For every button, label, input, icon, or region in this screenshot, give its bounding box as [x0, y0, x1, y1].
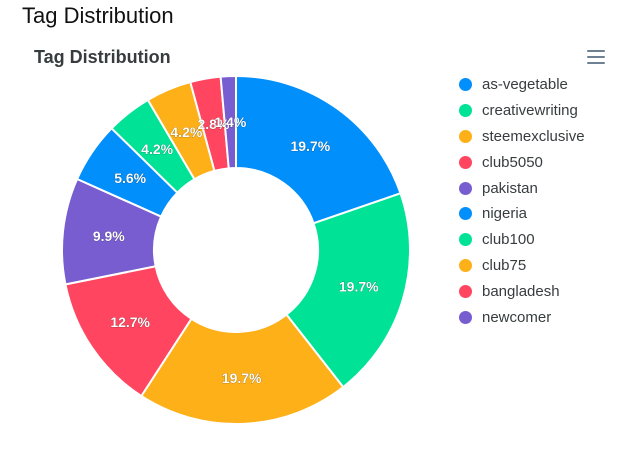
legend-label: as-vegetable	[482, 76, 568, 94]
legend-item-pakistan[interactable]: pakistan	[459, 175, 585, 201]
legend-item-club5050[interactable]: club5050	[459, 149, 585, 175]
page-title: Tag Distribution	[22, 3, 174, 28]
data-label-bangladesh: 2.8%	[198, 116, 230, 132]
menu-bar	[587, 62, 605, 64]
legend-marker	[459, 284, 472, 298]
data-label-pakistan: 9.9%	[93, 228, 125, 244]
legend-item-club75[interactable]: club75	[459, 253, 585, 279]
legend-label: club5050	[482, 153, 543, 171]
data-label-club75: 4.2%	[170, 124, 202, 140]
menu-bar	[587, 56, 605, 58]
menu-bar	[587, 50, 605, 52]
legend-item-newcomer[interactable]: newcomer	[459, 304, 585, 330]
donut-slice-creativewriting[interactable]	[285, 192, 411, 389]
legend-marker	[459, 181, 472, 195]
legend-label: creativewriting	[482, 102, 578, 120]
legend-label: bangladesh	[482, 282, 560, 300]
donut-slice-steemexclusive[interactable]	[139, 313, 345, 425]
legend-item-nigeria[interactable]: nigeria	[459, 201, 585, 227]
data-label-steemexclusive: 19.7%	[222, 370, 262, 386]
legend-label: steemexclusive	[482, 127, 585, 145]
legend-marker	[459, 155, 472, 169]
legend-marker	[459, 129, 472, 143]
hamburger-menu-icon[interactable]	[584, 46, 608, 68]
legend-label: nigeria	[482, 205, 528, 223]
legend-marker	[459, 310, 472, 324]
legend-item-steemexclusive[interactable]: steemexclusive	[459, 124, 585, 150]
data-label-newcomer: 1.4%	[214, 114, 246, 130]
legend-item-bangladesh[interactable]: bangladesh	[459, 278, 585, 304]
legend-marker	[459, 104, 472, 118]
legend-label: newcomer	[482, 308, 552, 326]
legend-item-club100[interactable]: club100	[459, 227, 585, 253]
legend-marker	[459, 207, 472, 221]
data-label-club5050: 12.7%	[110, 314, 150, 330]
legend-label: club100	[482, 231, 535, 249]
legend-marker	[459, 233, 472, 247]
chart-legend: as-vegetable creativewriting steemexclusiv…	[459, 72, 585, 330]
data-label-creativewriting: 19.7%	[339, 278, 379, 294]
legend-item-as-vegetable[interactable]: as-vegetable	[459, 72, 585, 98]
data-label-nigeria: 5.6%	[114, 170, 146, 186]
legend-marker	[459, 78, 472, 92]
donut-slice-as-vegetable[interactable]	[235, 74, 402, 225]
legend-label: pakistan	[482, 179, 538, 197]
legend-item-creativewriting[interactable]: creativewriting	[459, 98, 585, 124]
legend-marker	[459, 258, 472, 272]
data-label-club100: 4.2%	[141, 141, 173, 157]
data-label-as-vegetable: 19.7%	[290, 138, 330, 154]
chart-title: Tag Distribution	[34, 47, 171, 67]
donut-slice-newcomer[interactable]	[219, 74, 237, 170]
legend-label: club75	[482, 256, 527, 274]
